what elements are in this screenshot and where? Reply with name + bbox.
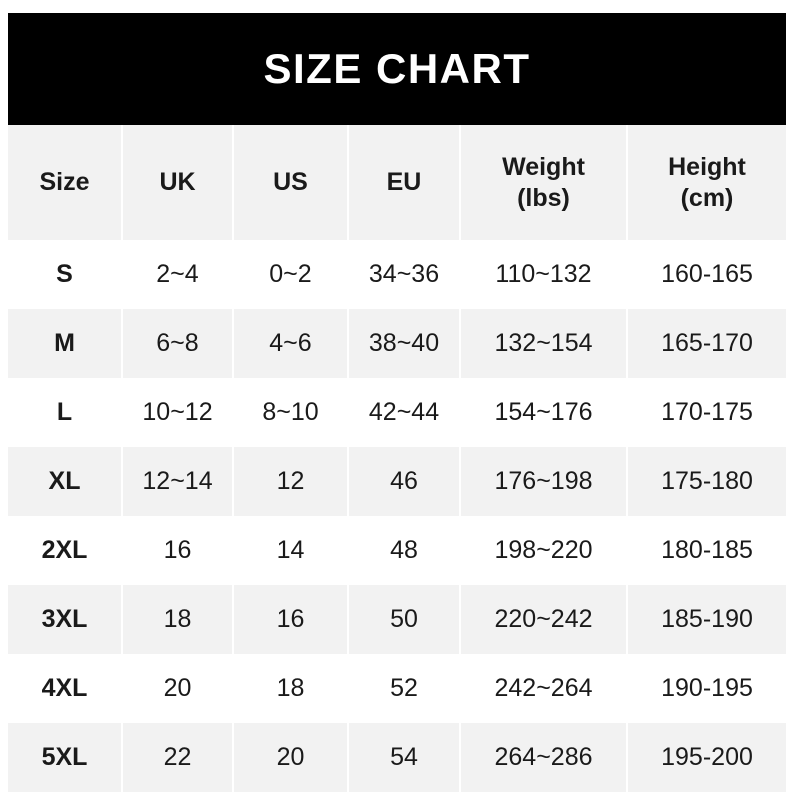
cell-uk: 20 (122, 654, 234, 723)
cell-height: 160-165 (627, 240, 786, 309)
cell-height: 185-190 (627, 585, 786, 654)
cell-height: 195-200 (627, 723, 786, 792)
column-header-eu: EU (348, 125, 461, 240)
cell-us: 12 (233, 447, 349, 516)
size-chart-table: Size UK US EU Weight (lbs) Height (cm) (8, 125, 786, 792)
cell-weight: 176~198 (460, 447, 628, 516)
table-row: 5XL 22 20 54 264~286 195-200 (8, 723, 786, 792)
cell-size: M (8, 309, 123, 378)
table-row: 4XL 20 18 52 242~264 190-195 (8, 654, 786, 723)
column-header-height: Height (cm) (627, 125, 786, 240)
cell-us: 0~2 (233, 240, 349, 309)
size-chart: SIZE CHART Size UK US EU (8, 13, 786, 792)
cell-uk: 22 (122, 723, 234, 792)
cell-height: 180-185 (627, 516, 786, 585)
cell-eu: 46 (348, 447, 461, 516)
cell-uk: 18 (122, 585, 234, 654)
cell-weight: 132~154 (460, 309, 628, 378)
cell-size: L (8, 378, 123, 447)
cell-height: 175-180 (627, 447, 786, 516)
cell-eu: 54 (348, 723, 461, 792)
column-header-uk: UK (122, 125, 234, 240)
column-header-size-line1: Size (39, 168, 90, 197)
table-row: 2XL 16 14 48 198~220 180-185 (8, 516, 786, 585)
cell-uk: 16 (122, 516, 234, 585)
header-row: Size UK US EU Weight (lbs) Height (cm) (8, 125, 786, 240)
cell-eu: 38~40 (348, 309, 461, 378)
cell-weight: 110~132 (460, 240, 628, 309)
table-row: 3XL 18 16 50 220~242 185-190 (8, 585, 786, 654)
cell-size: 5XL (8, 723, 123, 792)
table-row: S 2~4 0~2 34~36 110~132 160-165 (8, 240, 786, 309)
cell-us: 20 (233, 723, 349, 792)
table-row: XL 12~14 12 46 176~198 175-180 (8, 447, 786, 516)
cell-weight: 220~242 (460, 585, 628, 654)
column-header-eu-line1: EU (386, 168, 422, 197)
table-row: L 10~12 8~10 42~44 154~176 170-175 (8, 378, 786, 447)
cell-size: 3XL (8, 585, 123, 654)
column-header-size: Size (8, 125, 123, 240)
cell-us: 8~10 (233, 378, 349, 447)
cell-eu: 52 (348, 654, 461, 723)
cell-us: 4~6 (233, 309, 349, 378)
page-title: SIZE CHART (263, 45, 531, 92)
cell-us: 16 (233, 585, 349, 654)
cell-size: 4XL (8, 654, 123, 723)
cell-eu: 50 (348, 585, 461, 654)
column-header-weight: Weight (lbs) (460, 125, 628, 240)
cell-uk: 12~14 (122, 447, 234, 516)
cell-eu: 34~36 (348, 240, 461, 309)
cell-height: 165-170 (627, 309, 786, 378)
cell-eu: 48 (348, 516, 461, 585)
column-header-weight-line2: (lbs) (517, 183, 570, 212)
column-header-uk-line1: UK (159, 168, 196, 197)
cell-weight: 242~264 (460, 654, 628, 723)
cell-us: 18 (233, 654, 349, 723)
cell-uk: 2~4 (122, 240, 234, 309)
cell-size: XL (8, 447, 123, 516)
table-row: M 6~8 4~6 38~40 132~154 165-170 (8, 309, 786, 378)
cell-size: S (8, 240, 123, 309)
title-banner: SIZE CHART (8, 13, 786, 125)
column-header-height-line2: (cm) (680, 183, 734, 212)
cell-weight: 264~286 (460, 723, 628, 792)
cell-weight: 198~220 (460, 516, 628, 585)
cell-uk: 10~12 (122, 378, 234, 447)
column-header-us: US (233, 125, 349, 240)
cell-uk: 6~8 (122, 309, 234, 378)
table-body: S 2~4 0~2 34~36 110~132 160-165 M 6~8 4~… (8, 240, 786, 792)
column-header-height-line1: Height (668, 153, 746, 181)
column-header-weight-line1: Weight (502, 153, 585, 181)
cell-us: 14 (233, 516, 349, 585)
table-header: Size UK US EU Weight (lbs) Height (cm) (8, 125, 786, 240)
cell-height: 170-175 (627, 378, 786, 447)
cell-eu: 42~44 (348, 378, 461, 447)
column-header-us-line1: US (273, 168, 308, 197)
cell-size: 2XL (8, 516, 123, 585)
cell-weight: 154~176 (460, 378, 628, 447)
cell-height: 190-195 (627, 654, 786, 723)
